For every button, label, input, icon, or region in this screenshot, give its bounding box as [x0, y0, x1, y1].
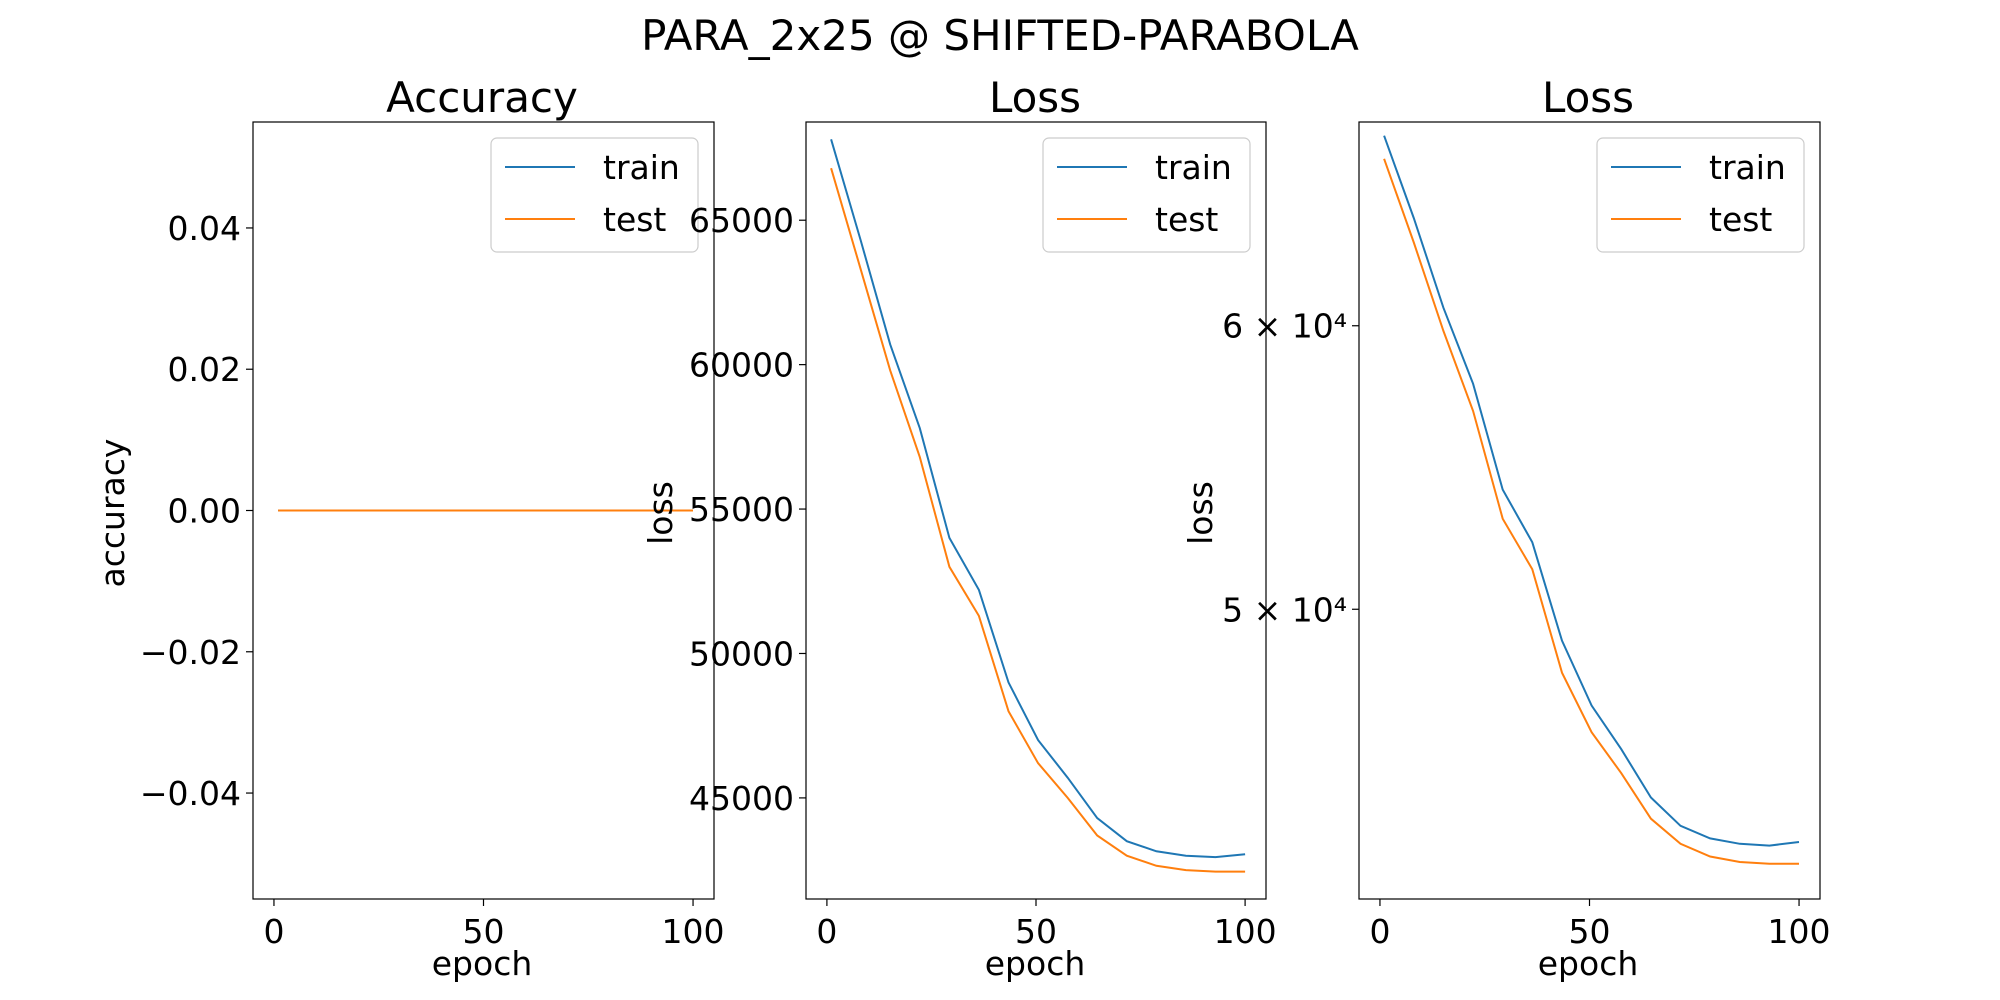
series-line-test [1383, 158, 1799, 865]
accuracy-panel: Accuracy epoch accuracy 0 50 100 −0.04 −0.02… [93, 73, 725, 983]
loss-linear-panel: Loss epoch loss 0 50 100 45000 50000 55000 600… [641, 73, 1277, 983]
y-tick-label: 55000 [689, 490, 794, 529]
y-tick-label: −0.04 [140, 774, 241, 813]
y-tick-label: 45000 [689, 779, 794, 818]
x-tick-label: 0 [263, 912, 284, 951]
legend-label-test: test [603, 200, 666, 239]
loss-log-title: Loss [1542, 73, 1634, 122]
loss-log-panel: Loss epoch loss 0 50 100 5 × 10⁴ 6 × 10⁴ trai… [1181, 73, 1831, 983]
loss-log-ylabel: loss [1181, 481, 1220, 545]
y-tick-label: 0.02 [168, 350, 241, 389]
x-tick-label: 50 [463, 912, 505, 951]
loss-log-xlabel: epoch [1538, 944, 1639, 983]
loss-linear-xlabel: epoch [985, 944, 1086, 983]
accuracy-title: Accuracy [386, 73, 578, 122]
x-tick-label: 0 [816, 912, 837, 951]
figure-suptitle: PARA_2x25 @ SHIFTED-PARABOLA [641, 11, 1359, 60]
series-line-train [1383, 135, 1800, 847]
y-tick-label: 0.04 [168, 209, 241, 248]
accuracy-ylabel: accuracy [93, 439, 132, 588]
series-line-train [830, 139, 1246, 859]
x-tick-label: 100 [1768, 912, 1831, 951]
x-tick-label: 0 [1369, 912, 1390, 951]
legend-label-test: test [1709, 200, 1772, 239]
legend-label-train: train [1709, 148, 1786, 187]
legend-label-train: train [1155, 148, 1232, 187]
y-tick-label: 6 × 10⁴ [1222, 307, 1347, 346]
x-tick-label: 50 [1569, 912, 1611, 951]
y-tick-label: 0.00 [168, 492, 241, 531]
y-tick-label: 5 × 10⁴ [1222, 590, 1347, 629]
y-tick-label: 60000 [689, 346, 794, 385]
legend-label-test: test [1155, 200, 1218, 239]
series-line-test [830, 167, 1246, 873]
accuracy-xlabel: epoch [432, 944, 533, 983]
y-tick-label: 50000 [689, 634, 794, 673]
y-tick-label: −0.02 [140, 633, 241, 672]
loss-linear-title: Loss [989, 73, 1081, 122]
y-tick-label: 65000 [689, 201, 794, 240]
x-tick-label: 100 [1214, 912, 1277, 951]
x-tick-label: 50 [1015, 912, 1057, 951]
loss-linear-ylabel: loss [641, 481, 680, 545]
x-tick-label: 100 [662, 912, 725, 951]
legend-label-train: train [603, 148, 680, 187]
